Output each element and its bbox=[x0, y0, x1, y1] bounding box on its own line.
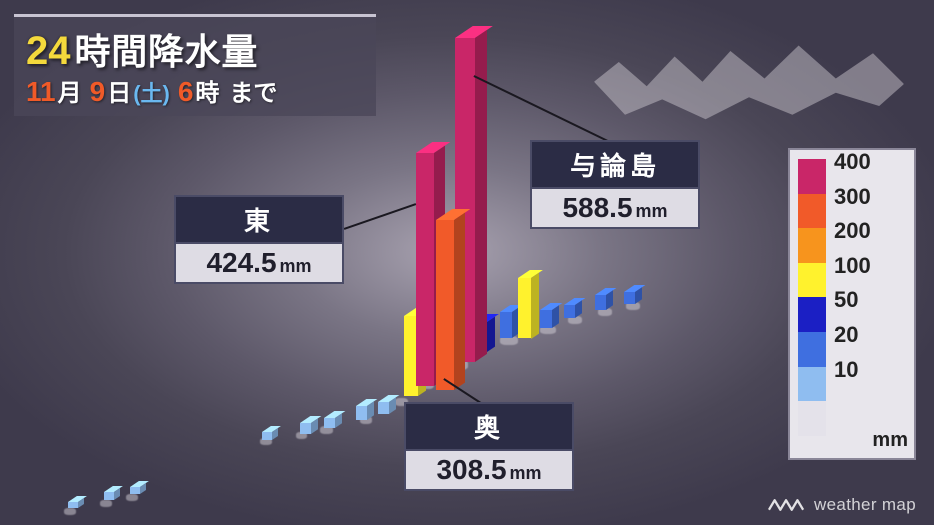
date-hour: 6 bbox=[178, 76, 194, 108]
callout-oku: 奥308.5mm bbox=[404, 402, 574, 491]
title-accent-number: 24 bbox=[26, 29, 71, 74]
date-month-suffix: 月 bbox=[58, 73, 82, 108]
callout-name: 東 bbox=[174, 195, 344, 242]
legend-unit: mm bbox=[872, 429, 908, 452]
callout-higashi: 東424.5mm bbox=[174, 195, 344, 284]
date-tail: まで bbox=[229, 73, 277, 108]
color-legend: 400 300 200 100 50 20 10 mm bbox=[788, 148, 916, 460]
callout-name: 奥 bbox=[404, 402, 574, 449]
brand-text: weather map bbox=[814, 495, 916, 515]
callout-name: 与論島 bbox=[530, 140, 700, 187]
date-day: 9 bbox=[90, 76, 106, 108]
date-day-suffix: 日 bbox=[107, 73, 131, 108]
legend-swatch bbox=[798, 263, 826, 298]
legend-label: 20 bbox=[834, 322, 858, 348]
weather-map-stage: 24 時間降水量 11 月 9 日 (土) 6 時 まで 与論島588.5mm 東… bbox=[0, 0, 934, 525]
legend-swatch bbox=[798, 228, 826, 263]
date-hour-suffix: 時 bbox=[195, 73, 219, 108]
title-card: 24 時間降水量 11 月 9 日 (土) 6 時 まで bbox=[14, 14, 376, 116]
legend-label: 200 bbox=[834, 218, 871, 244]
legend-swatch bbox=[798, 297, 826, 332]
date-month: 11 bbox=[26, 76, 56, 108]
legend-swatch bbox=[798, 159, 826, 194]
date-dow: (土) bbox=[133, 76, 170, 108]
title-date-line: 11 月 9 日 (土) 6 時 まで bbox=[26, 73, 364, 108]
callout-value: 424.5mm bbox=[174, 242, 344, 284]
callout-yoron: 与論島588.5mm bbox=[530, 140, 700, 229]
callout-value: 308.5mm bbox=[404, 449, 574, 491]
callout-value: 588.5mm bbox=[530, 187, 700, 229]
legend-label: 10 bbox=[834, 357, 858, 383]
legend-label: 100 bbox=[834, 253, 871, 279]
legend-row: 10 bbox=[798, 367, 906, 402]
legend-swatch bbox=[798, 194, 826, 229]
legend-swatch bbox=[798, 401, 826, 436]
legend-label: 50 bbox=[834, 287, 858, 313]
brand-logo-icon bbox=[768, 496, 806, 514]
legend-label: 300 bbox=[834, 184, 871, 210]
legend-swatch bbox=[798, 332, 826, 367]
legend-label: 400 bbox=[834, 149, 871, 175]
title-main-text: 時間降水量 bbox=[75, 23, 259, 75]
legend-swatch bbox=[798, 367, 826, 402]
brand-watermark: weather map bbox=[768, 495, 916, 515]
